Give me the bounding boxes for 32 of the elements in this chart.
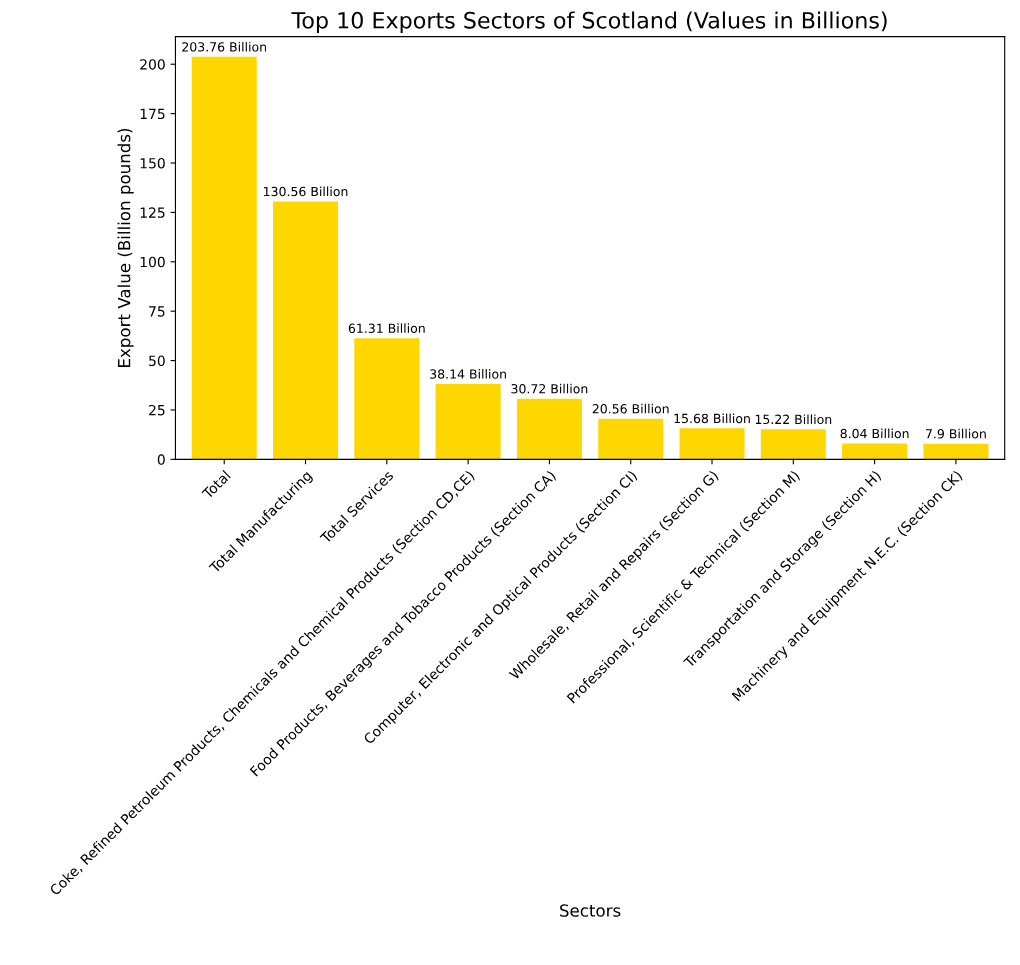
y-tick-label: 75 [149, 306, 165, 317]
x-axis-title: Sectors [560, 904, 621, 917]
y-tick-label: 125 [140, 207, 165, 218]
data-label: 203.76 Billion [182, 41, 267, 52]
bar [760, 429, 826, 460]
data-label: 15.68 Billion [674, 413, 750, 424]
chart-title: Top 10 Exports Sectors of Scotland (Values in Billions) [291, 11, 887, 33]
bar [679, 428, 745, 460]
y-tick-label: 200 [140, 59, 165, 70]
bar [598, 418, 664, 460]
data-label: 30.72 Billion [511, 383, 588, 394]
y-axis-title: Export Value (Billion pounds) [117, 128, 134, 367]
data-label: 15.22 Billion [755, 414, 832, 425]
data-label: 61.31 Billion [348, 323, 425, 334]
bar [191, 56, 257, 460]
bar [435, 383, 501, 460]
data-label: 8.04 Billion [840, 428, 909, 439]
data-label: 38.14 Billion [430, 369, 506, 379]
data-label: 130.56 Billion [264, 186, 348, 197]
data-label: 20.56 Billion [592, 403, 669, 414]
y-tick-label: 100 [140, 256, 165, 268]
bar [923, 443, 989, 460]
y-tick-label: 0 [157, 454, 165, 465]
y-tick-label: 50 [149, 355, 165, 367]
data-label: 7.9 Billion [926, 428, 986, 439]
bar [354, 338, 420, 460]
y-tick-label: 150 [140, 157, 165, 169]
y-tick-label: 25 [149, 404, 165, 416]
bar [273, 201, 339, 460]
y-tick-label: 175 [140, 108, 165, 120]
bar [842, 443, 908, 460]
bar [516, 398, 582, 460]
